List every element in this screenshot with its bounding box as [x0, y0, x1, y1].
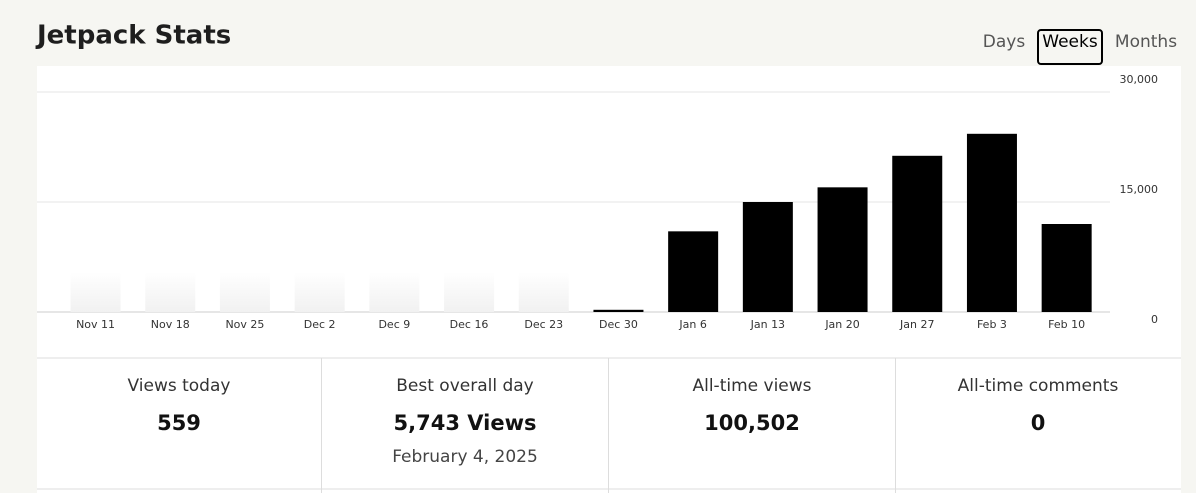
bar	[668, 231, 719, 312]
stat-label: All-time views	[692, 376, 811, 396]
y-tick-label: 0	[1151, 313, 1158, 326]
x-tick-label: Nov 18	[151, 318, 190, 331]
stat-label: Views today	[128, 376, 231, 396]
x-tick-label: Feb 3	[977, 318, 1007, 331]
x-tick-label: Feb 10	[1048, 318, 1085, 331]
bar	[892, 155, 943, 312]
x-tick-label: Dec 9	[378, 318, 410, 331]
stat-value: 5,743 Views	[394, 411, 537, 435]
y-tick-label: 15,000	[1120, 183, 1159, 196]
bar	[593, 309, 644, 312]
bar	[817, 187, 868, 312]
placeholder-bar	[294, 272, 345, 312]
tab[interactable]: Weeks	[1042, 32, 1098, 52]
x-tick-label: Dec 23	[524, 318, 563, 331]
tab-selected-outline	[1037, 29, 1103, 65]
bar	[742, 202, 793, 312]
x-tick-label: Jan 6	[678, 318, 706, 331]
bar	[966, 133, 1017, 312]
x-tick-label: Jan 20	[824, 318, 859, 331]
page-title: Jetpack Stats	[35, 21, 231, 51]
stat-label: All-time comments	[958, 376, 1119, 396]
x-tick-label: Dec 2	[304, 318, 336, 331]
placeholder-bar	[369, 272, 420, 312]
tab[interactable]: Months	[1115, 32, 1177, 52]
placeholder-bar	[70, 272, 121, 312]
x-tick-label: Jan 27	[899, 318, 934, 331]
x-tick-label: Nov 25	[225, 318, 264, 331]
bar	[1041, 224, 1092, 312]
tab[interactable]: Days	[983, 32, 1026, 52]
placeholder-bar	[145, 272, 196, 312]
x-tick-label: Dec 30	[599, 318, 638, 331]
stat-value: 0	[1031, 411, 1046, 435]
placeholder-bar	[518, 272, 569, 312]
stat-label: Best overall day	[396, 376, 534, 396]
placeholder-bar	[444, 272, 495, 312]
stat-sub: February 4, 2025	[392, 447, 538, 467]
stat-value: 559	[157, 411, 201, 435]
placeholder-bar	[219, 272, 270, 312]
x-tick-label: Jan 13	[750, 318, 785, 331]
x-tick-label: Dec 16	[450, 318, 489, 331]
x-tick-label: Nov 11	[76, 318, 115, 331]
y-tick-label: 30,000	[1120, 73, 1159, 86]
stat-value: 100,502	[704, 411, 800, 435]
